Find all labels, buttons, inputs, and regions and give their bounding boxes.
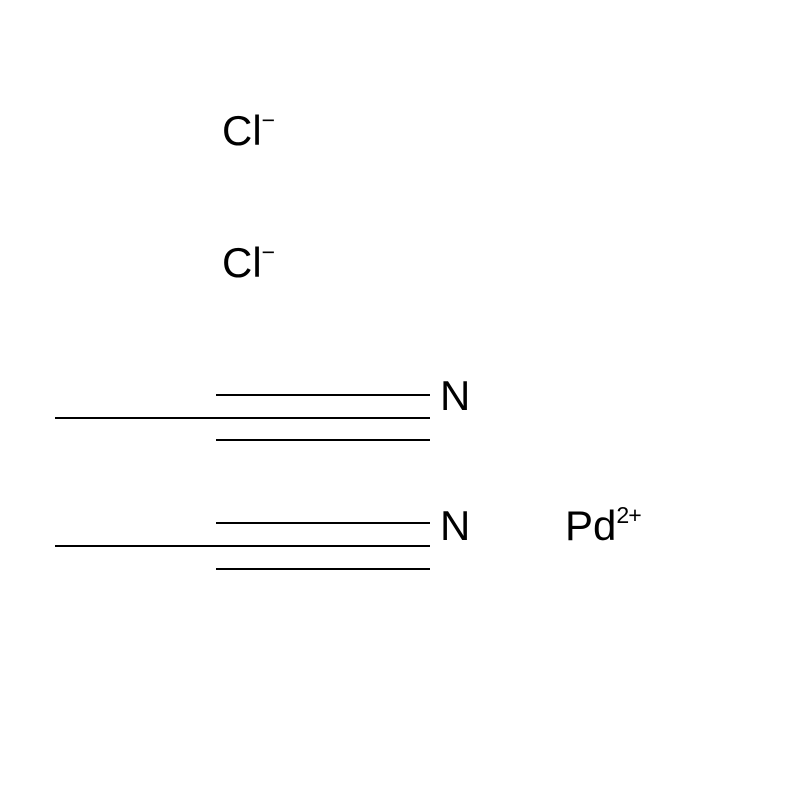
atom-label-cl-mid: Cl−: [222, 239, 274, 287]
atom-symbol: Cl: [222, 107, 262, 154]
atom-label-cl-top: Cl−: [222, 107, 274, 155]
atom-label-n-top: N: [440, 372, 470, 420]
atom-label-n-bot: N: [440, 502, 470, 550]
bond-triple-bot-3: [216, 568, 430, 570]
bond-single-top: [55, 417, 216, 419]
charge-superscript: −: [262, 239, 275, 265]
bond-triple-top-1: [216, 394, 430, 396]
atom-symbol: N: [440, 372, 470, 419]
charge-superscript: 2+: [616, 502, 640, 528]
bond-triple-bot-2: [216, 545, 430, 547]
bond-triple-top-3: [216, 439, 430, 441]
atom-symbol: Pd: [565, 502, 616, 549]
atom-label-pd: Pd2+: [565, 502, 641, 550]
bond-triple-bot-1: [216, 522, 430, 524]
atom-symbol: Cl: [222, 239, 262, 286]
charge-superscript: −: [262, 107, 275, 133]
bond-single-bot: [55, 545, 216, 547]
atom-symbol: N: [440, 502, 470, 549]
bond-triple-top-2: [216, 417, 430, 419]
